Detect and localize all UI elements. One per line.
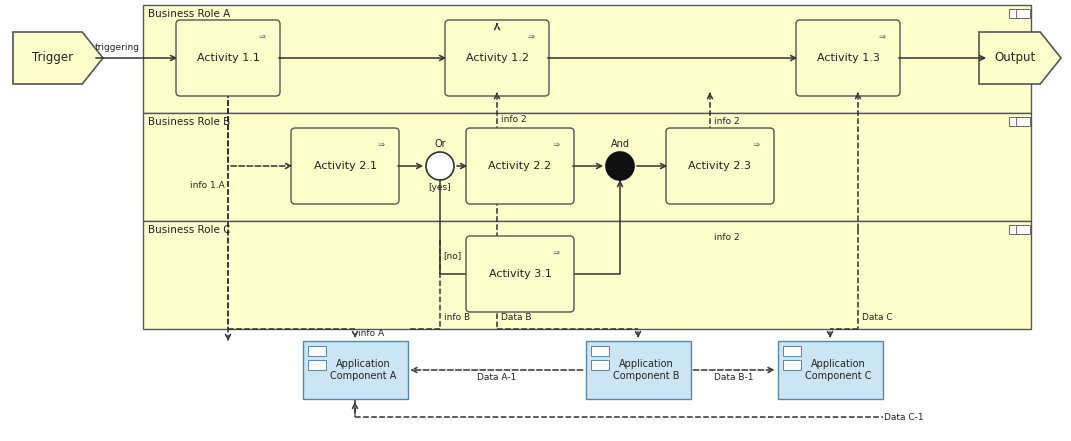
Bar bbox=[586, 341, 691, 399]
FancyBboxPatch shape bbox=[444, 20, 549, 96]
Text: Data B: Data B bbox=[501, 314, 531, 322]
Polygon shape bbox=[13, 32, 103, 84]
FancyBboxPatch shape bbox=[796, 20, 900, 96]
Text: info 2: info 2 bbox=[714, 117, 740, 127]
Bar bbox=[302, 341, 407, 399]
Bar bbox=[1009, 9, 1023, 18]
Bar bbox=[590, 346, 608, 356]
Bar bbox=[1009, 117, 1023, 126]
Text: Application
Component C: Application Component C bbox=[804, 359, 871, 381]
FancyBboxPatch shape bbox=[466, 236, 574, 312]
Text: Application
Component B: Application Component B bbox=[613, 359, 679, 381]
Text: Data C-1: Data C-1 bbox=[885, 412, 924, 422]
Text: Activity 1.1: Activity 1.1 bbox=[197, 53, 259, 63]
Text: ⇒: ⇒ bbox=[553, 248, 560, 257]
Text: Activity 2.1: Activity 2.1 bbox=[314, 161, 377, 171]
Bar bbox=[783, 360, 800, 370]
Text: Data B-1: Data B-1 bbox=[714, 374, 754, 382]
Text: Business Role C: Business Role C bbox=[148, 225, 230, 235]
Text: Activity 2.3: Activity 2.3 bbox=[689, 161, 752, 171]
Text: info 1.A: info 1.A bbox=[190, 180, 225, 190]
Bar bbox=[1016, 117, 1030, 126]
Bar bbox=[778, 341, 883, 399]
Text: [yes]: [yes] bbox=[428, 183, 451, 192]
Text: Data C: Data C bbox=[862, 314, 892, 322]
FancyBboxPatch shape bbox=[466, 128, 574, 204]
Text: ⇒: ⇒ bbox=[753, 140, 760, 149]
Bar bbox=[590, 360, 608, 370]
Bar bbox=[144, 113, 1031, 221]
FancyBboxPatch shape bbox=[176, 20, 280, 96]
Bar bbox=[307, 346, 326, 356]
Text: info 2: info 2 bbox=[501, 116, 527, 124]
Text: info 2: info 2 bbox=[714, 233, 740, 243]
Polygon shape bbox=[979, 32, 1061, 84]
Text: Application
Component A: Application Component A bbox=[330, 359, 396, 381]
Text: And: And bbox=[610, 139, 630, 149]
Text: Activity 2.2: Activity 2.2 bbox=[488, 161, 552, 171]
Text: triggering: triggering bbox=[95, 44, 140, 52]
Text: ⇒: ⇒ bbox=[528, 32, 536, 41]
Text: Activity 1.2: Activity 1.2 bbox=[466, 53, 528, 63]
Text: [no]: [no] bbox=[443, 251, 462, 261]
Bar bbox=[1009, 225, 1023, 234]
Circle shape bbox=[606, 152, 634, 180]
Text: Output: Output bbox=[994, 52, 1036, 64]
Text: ⇒: ⇒ bbox=[378, 140, 384, 149]
Text: Business Role A: Business Role A bbox=[148, 9, 230, 19]
Text: Business Role B: Business Role B bbox=[148, 117, 230, 127]
Text: ⇒: ⇒ bbox=[553, 140, 560, 149]
Text: Or: Or bbox=[434, 139, 446, 149]
FancyBboxPatch shape bbox=[291, 128, 399, 204]
Bar bbox=[307, 360, 326, 370]
Bar bbox=[144, 5, 1031, 113]
Text: info A: info A bbox=[358, 329, 384, 337]
Bar bbox=[783, 346, 800, 356]
Text: Data A-1: Data A-1 bbox=[477, 374, 516, 382]
Bar bbox=[144, 221, 1031, 329]
Text: ⇒: ⇒ bbox=[879, 32, 886, 41]
Text: Activity 1.3: Activity 1.3 bbox=[816, 53, 879, 63]
Text: Activity 3.1: Activity 3.1 bbox=[488, 269, 552, 279]
Bar bbox=[1016, 9, 1030, 18]
Circle shape bbox=[426, 152, 454, 180]
Bar bbox=[1016, 225, 1030, 234]
Text: info B: info B bbox=[444, 314, 470, 322]
FancyBboxPatch shape bbox=[666, 128, 774, 204]
Text: ⇒: ⇒ bbox=[259, 32, 266, 41]
Text: Trigger: Trigger bbox=[32, 52, 73, 64]
